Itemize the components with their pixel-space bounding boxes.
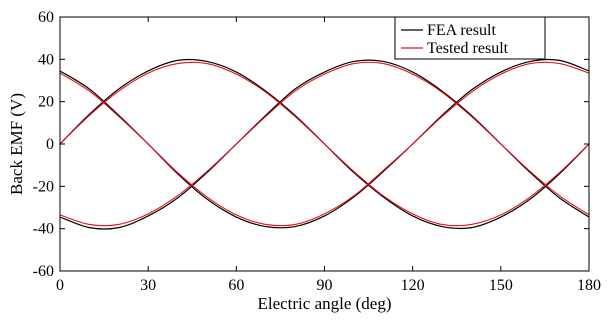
y-tick-label: 60	[38, 9, 54, 26]
x-axis-title: Electric angle (deg)	[257, 294, 391, 313]
legend-label-fea: FEA result	[427, 22, 496, 39]
y-axis-title: Back EMF (V)	[7, 93, 26, 195]
y-tick-label: -20	[33, 178, 54, 195]
series-layer	[59, 58, 590, 230]
x-tick-label: 90	[317, 277, 333, 294]
y-tick-label: 20	[38, 94, 54, 111]
x-tick-label: 30	[140, 277, 156, 294]
x-tick-label: 180	[577, 277, 601, 294]
tested-phase-1-line	[59, 61, 590, 227]
x-tick-label: 60	[228, 277, 244, 294]
tested-phase-3-line	[59, 61, 590, 227]
y-tick-label: -60	[33, 263, 54, 280]
y-tick-label: 40	[38, 51, 54, 68]
x-tick-label: 150	[489, 277, 513, 294]
tested-phase-2-line	[59, 61, 590, 227]
x-tick-label: 120	[401, 277, 425, 294]
y-tick-label: -40	[33, 221, 54, 238]
legend-label-tested: Tested result	[427, 40, 509, 57]
x-tick-label: 0	[56, 277, 64, 294]
legend-box	[394, 16, 546, 60]
y-tick-label: 0	[46, 136, 54, 153]
axis-ticks: 0 30 60 90 120 150 180 -60 -40 -20 0 20 40 60	[33, 9, 601, 294]
